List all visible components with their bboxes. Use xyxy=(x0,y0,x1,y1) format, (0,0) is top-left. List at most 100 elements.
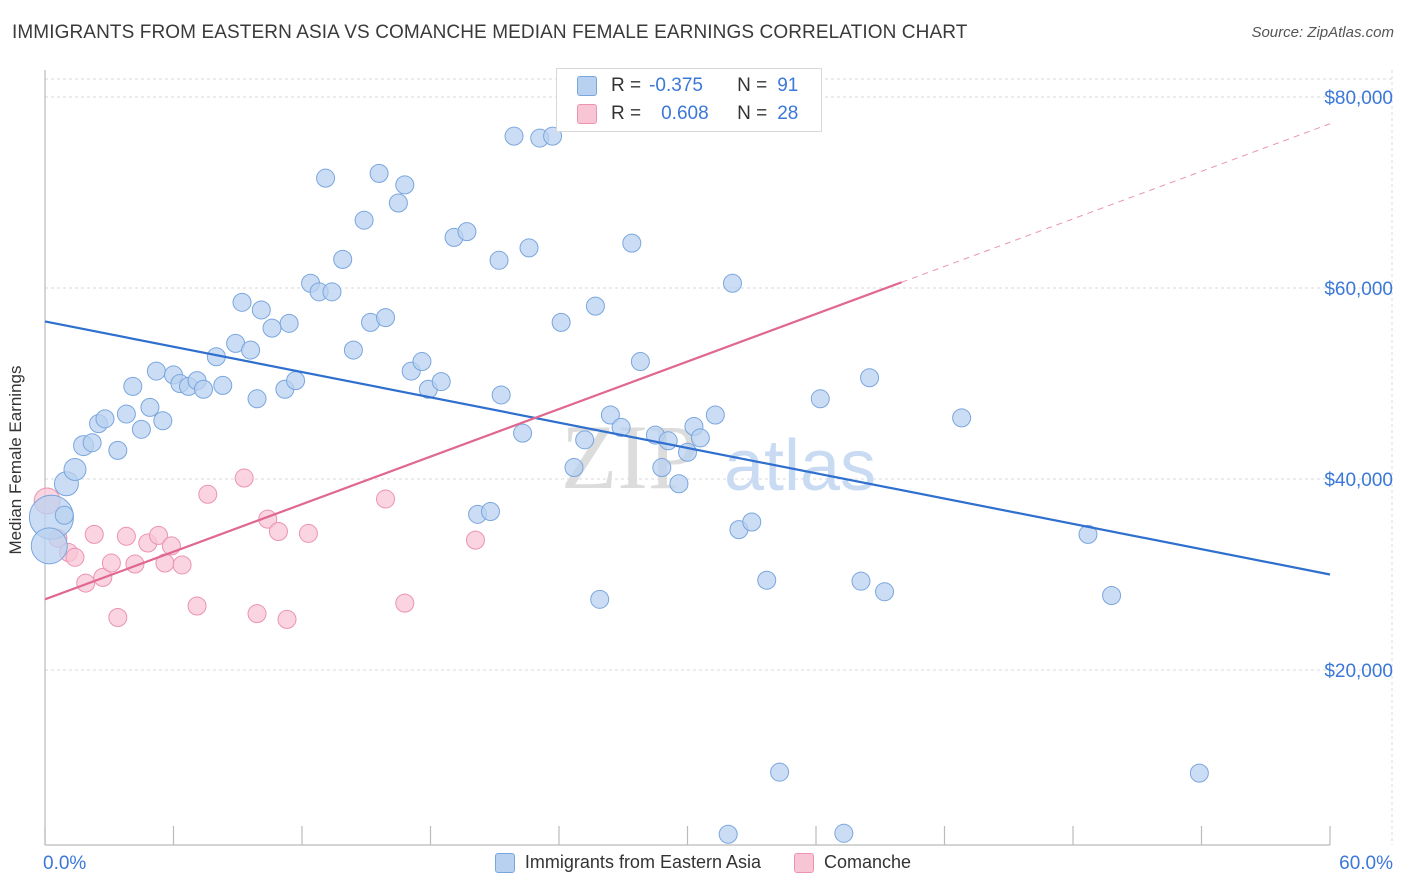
eastern-asia-point xyxy=(504,126,524,146)
y-tick-label: $40,000 xyxy=(1324,470,1393,491)
comanche-point xyxy=(395,593,415,613)
eastern-asia-point xyxy=(652,458,672,478)
comanche-trend-line xyxy=(44,281,903,601)
eastern-asia-point xyxy=(286,371,306,391)
stats-r-label: R = xyxy=(611,103,642,124)
eastern-asia-point xyxy=(875,582,895,602)
eastern-asia-point xyxy=(146,361,166,381)
watermark-atlas: atlas xyxy=(724,426,876,506)
eastern-asia-point xyxy=(82,433,102,453)
comanche-point xyxy=(84,524,104,544)
stats-swatch-blue xyxy=(577,76,597,96)
eastern-asia-point xyxy=(1078,524,1098,544)
stats-n-value: 28 xyxy=(777,103,799,124)
stats-r-label: R = xyxy=(611,75,642,96)
eastern-asia-point xyxy=(140,397,160,417)
legend-swatch-pink xyxy=(794,852,815,873)
eastern-asia-point xyxy=(395,175,415,195)
stats-n-label: N = xyxy=(737,103,768,124)
comanche-point xyxy=(76,573,96,593)
axes xyxy=(44,70,1331,846)
comanche-point xyxy=(465,530,485,550)
source-label: Source: ZipAtlas.com xyxy=(1251,24,1394,41)
comanche-point xyxy=(376,489,396,509)
eastern-asia-point xyxy=(834,823,854,843)
eastern-asia-point xyxy=(116,404,136,424)
eastern-asia-point xyxy=(108,440,128,460)
eastern-asia-point xyxy=(630,352,650,372)
eastern-asia-point xyxy=(519,238,539,258)
eastern-asia-point xyxy=(491,385,511,405)
eastern-asia-point xyxy=(611,417,631,437)
eastern-asia-point xyxy=(658,431,678,451)
stats-row-comanche: R = 0.608 N = 28 xyxy=(577,100,798,128)
eastern-asia-point xyxy=(213,375,233,395)
comanche-point xyxy=(234,468,254,488)
legend-label-eastern-asia: Immigrants from Eastern Asia xyxy=(524,852,761,872)
comanche-point xyxy=(277,609,297,629)
eastern-asia-point xyxy=(251,300,271,320)
eastern-asia-point xyxy=(622,233,642,253)
eastern-asia-point xyxy=(153,411,173,431)
stats-swatch-pink xyxy=(577,104,597,124)
eastern-asia-point xyxy=(193,379,213,399)
eastern-asia-point xyxy=(722,273,742,293)
x-tick-label-left: 0.0% xyxy=(43,853,86,874)
eastern-asia-point xyxy=(354,210,374,230)
comanche-point xyxy=(298,523,318,543)
eastern-asia-point xyxy=(369,163,389,183)
comanche-point xyxy=(268,522,288,542)
y-tick-label: $20,000 xyxy=(1324,661,1393,682)
eastern-asia-point xyxy=(123,376,143,396)
legend: Immigrants from Eastern Asia Comanche xyxy=(0,852,1406,878)
y-tick-label: $80,000 xyxy=(1324,88,1393,109)
eastern-asia-point xyxy=(316,168,336,188)
trend-lines xyxy=(44,123,1331,601)
comanche-point xyxy=(101,553,121,573)
eastern-asia-point xyxy=(131,419,151,439)
comanche-point xyxy=(187,596,207,616)
eastern-asia-point xyxy=(63,457,87,481)
stats-r-value: -0.375 xyxy=(649,75,703,96)
eastern-asia-point xyxy=(770,762,790,782)
eastern-asia-point xyxy=(600,405,620,425)
legend-swatch-blue xyxy=(494,852,515,873)
stats-n-value: 91 xyxy=(777,75,799,96)
comanche-point xyxy=(172,555,192,575)
gridlines xyxy=(45,70,1393,845)
comanche-point xyxy=(149,525,169,545)
eastern-asia-trend-line xyxy=(44,320,1331,576)
eastern-asia-point xyxy=(431,372,451,392)
eastern-asia-point xyxy=(262,318,282,338)
stats-row-eastern-asia: R = -0.375 N = 91 xyxy=(577,72,798,100)
eastern-asia-point xyxy=(412,352,432,372)
eastern-asia-point xyxy=(1189,763,1209,783)
eastern-asia-point xyxy=(551,312,571,332)
eastern-asia-point xyxy=(742,512,762,532)
eastern-asia-point xyxy=(322,282,342,302)
eastern-asia-point xyxy=(388,193,408,213)
eastern-asia-point xyxy=(376,308,396,328)
eastern-asia-point xyxy=(810,389,830,409)
eastern-asia-point xyxy=(343,340,363,360)
legend-label-comanche: Comanche xyxy=(824,852,912,872)
comanche-point xyxy=(108,607,128,627)
eastern-asia-point xyxy=(705,405,725,425)
eastern-asia-point xyxy=(232,292,252,312)
eastern-asia-point xyxy=(585,296,605,316)
eastern-asia-point xyxy=(952,408,972,428)
eastern-asia-point xyxy=(564,458,584,478)
eastern-asia-point xyxy=(480,501,500,521)
eastern-asia-point xyxy=(669,474,689,494)
comanche-point xyxy=(198,484,218,504)
chart-title: IMMIGRANTS FROM EASTERN ASIA VS COMANCHE… xyxy=(12,22,968,43)
comanche-point xyxy=(247,604,267,624)
eastern-asia-point xyxy=(690,428,710,448)
eastern-asia-point xyxy=(279,313,299,333)
eastern-asia-point xyxy=(757,570,777,590)
eastern-asia-point xyxy=(860,368,880,388)
eastern-asia-point xyxy=(333,249,353,269)
tick-labels: $20,000 $40,000 $60,000 $80,000 0.0% 60.0% xyxy=(43,88,1393,874)
eastern-asia-point xyxy=(241,340,261,360)
